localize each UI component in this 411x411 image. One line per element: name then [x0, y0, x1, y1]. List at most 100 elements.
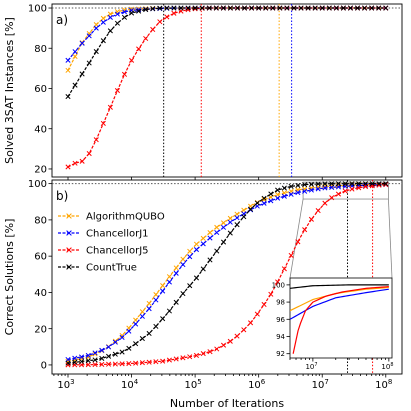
- panel-b-marker-counttrue: [248, 206, 254, 212]
- panel-b-marker-chancellorj5: [126, 361, 132, 367]
- panel-b-marker-chancellorj1: [78, 354, 85, 360]
- panel-b-marker-chancellorj5: [302, 227, 308, 233]
- panel-b-marker-chancellorj1: [315, 186, 321, 192]
- zoom-connector: [289, 198, 304, 279]
- panel-a-marker-counttrue: [220, 5, 226, 11]
- panel-b-marker-counttrue: [112, 351, 118, 357]
- panel-b-xtick-label: 106: [248, 378, 266, 391]
- panel-a-marker-counttrue: [234, 5, 241, 11]
- panel-a-marker-counttrue: [319, 5, 325, 11]
- panel-a-marker-counttrue: [100, 38, 106, 44]
- panel-b-marker-chancellorj5: [329, 195, 335, 201]
- panel-b-marker-counttrue: [362, 181, 369, 187]
- inset-ytick-label: 96: [276, 316, 285, 324]
- panel-b-marker-counttrue: [133, 341, 139, 347]
- panel-a-marker-chancellorj1: [93, 25, 99, 31]
- panel-b-marker-counttrue: [275, 187, 281, 193]
- panel-b-xtick-label: 103: [57, 378, 74, 391]
- panel-b-marker-chancellorj5: [85, 362, 91, 368]
- panel-a-ylabel: Solved 3SAT Instances [%]: [3, 17, 16, 164]
- panel-b-marker-chancellorj5: [308, 216, 314, 222]
- legend-label-chancellorj1: ChancellorJ1: [86, 229, 149, 240]
- panel-b-marker-chancellorj1: [166, 279, 172, 285]
- panel-b-marker-chancellorj1: [72, 355, 78, 361]
- panel-b-marker-chancellorj1: [153, 297, 159, 303]
- panel-b-ytick-label: 0: [41, 361, 47, 372]
- panel-b-ytick-label: 20: [34, 324, 47, 335]
- panel-b-line-chancellorj1: [67, 183, 386, 361]
- panel-b-marker-chancellorj1: [146, 306, 152, 312]
- panel-b-marker-chancellorj1: [119, 334, 125, 340]
- panel-b-marker-counttrue: [78, 358, 85, 365]
- panel-a-ticks: 20 40 60 80 100: [28, 4, 387, 180]
- panel-b-marker-algorithmqubo: [153, 292, 159, 298]
- panel-a-marker-chancellorj1: [86, 33, 92, 39]
- panel-b: 0 20 40 60 80 100 103 104 105 106 107 108 b) Correc…: [3, 179, 403, 410]
- panel-b-marker-counttrue: [349, 181, 355, 187]
- panel-b-marker-counttrue: [173, 299, 179, 305]
- panel-a-marker-chancellorj5: [129, 57, 135, 63]
- panel-a-line-algorithmqubo: [67, 7, 386, 71]
- inset-ytick-label: 92: [276, 350, 285, 358]
- panel-b-marker-chancellorj1: [99, 347, 105, 353]
- panel-a-marker-counttrue: [284, 5, 290, 11]
- panel-b-marker-chancellorj5: [193, 352, 200, 359]
- panel-b-marker-chancellorj1: [322, 185, 328, 191]
- panel-b-marker-chancellorj5: [187, 354, 193, 360]
- panel-b-marker-chancellorj1: [214, 229, 220, 236]
- panel-a-line-chancellorj5: [67, 7, 386, 168]
- panel-a-label: a): [56, 13, 68, 27]
- panel-a-marker-chancellorj5: [79, 158, 85, 164]
- panel-b-marker-counttrue: [308, 181, 314, 187]
- panel-b-marker-counttrue: [261, 195, 267, 201]
- inset-xtick-label: 108: [381, 362, 393, 371]
- panel-b-marker-chancellorj1: [227, 219, 233, 225]
- panel-a-marker-counttrue: [383, 5, 389, 11]
- panel-b-marker-chancellorj5: [261, 301, 267, 308]
- panel-b-marker-chancellorj5: [220, 342, 227, 348]
- panel-a-marker-counttrue: [136, 8, 142, 14]
- panel-b-marker-chancellorj1: [180, 262, 186, 268]
- panel-b-marker-counttrue: [295, 182, 301, 189]
- panel-b-marker-chancellorj5: [254, 311, 260, 317]
- inset-ytick-label: 98: [276, 299, 285, 307]
- panel-b-marker-chancellorj5: [281, 266, 287, 272]
- panel-a-marker-counttrue: [369, 5, 375, 11]
- inset-ytick-label: 94: [276, 333, 285, 341]
- panel-b-marker-chancellorj5: [207, 349, 213, 355]
- panel-b-xtick-label: 105: [185, 378, 202, 391]
- panel-a-marker-chancellorj1: [107, 14, 113, 20]
- panel-b-marker-algorithmqubo: [214, 224, 220, 230]
- panel-b-marker-algorithmqubo: [166, 274, 172, 280]
- panel-b-label: b): [56, 189, 68, 203]
- panel-b-marker-chancellorj1: [160, 288, 166, 294]
- panel-b-marker-chancellorj5: [99, 361, 105, 368]
- panel-a-marker-counttrue: [199, 5, 205, 11]
- panel-b-marker-counttrue: [241, 214, 247, 220]
- panel-b-marker-chancellorj5: [139, 360, 145, 366]
- panel-b-marker-chancellorj5: [200, 351, 206, 357]
- panel-a-frame: [51, 3, 403, 178]
- panel-b-marker-chancellorj1: [200, 241, 206, 247]
- panel-a-marker-chancellorj5: [150, 26, 156, 33]
- panel-a-marker-chancellorj5: [143, 35, 149, 42]
- panel-b-marker-counttrue: [99, 355, 105, 361]
- panel-b-marker-counttrue: [315, 181, 321, 187]
- panel-b-frame: [51, 179, 403, 375]
- panel-b-marker-chancellorj5: [356, 185, 362, 191]
- panel-b-marker-algorithmqubo: [173, 265, 179, 271]
- panel-b-marker-chancellorj1: [295, 189, 301, 196]
- panel-a-marker-chancellorj5: [65, 164, 71, 170]
- panel-a-ytick-label: 20: [34, 165, 47, 176]
- x-axis-label: Number of Iterations: [170, 397, 284, 410]
- panel-a-marker-algorithmqubo: [100, 15, 106, 21]
- panel-b-marker-counttrue: [288, 183, 294, 189]
- panel-a-marker-chancellorj5: [157, 19, 163, 25]
- panel-a-ytick-label: 60: [34, 84, 47, 95]
- panel-b-marker-counttrue: [234, 222, 240, 228]
- panel-b-marker-chancellorj5: [160, 358, 166, 364]
- panel-b-marker-algorithmqubo: [139, 309, 145, 315]
- panel-b-marker-algorithmqubo: [119, 332, 125, 339]
- panel-a-marker-counttrue: [340, 5, 346, 11]
